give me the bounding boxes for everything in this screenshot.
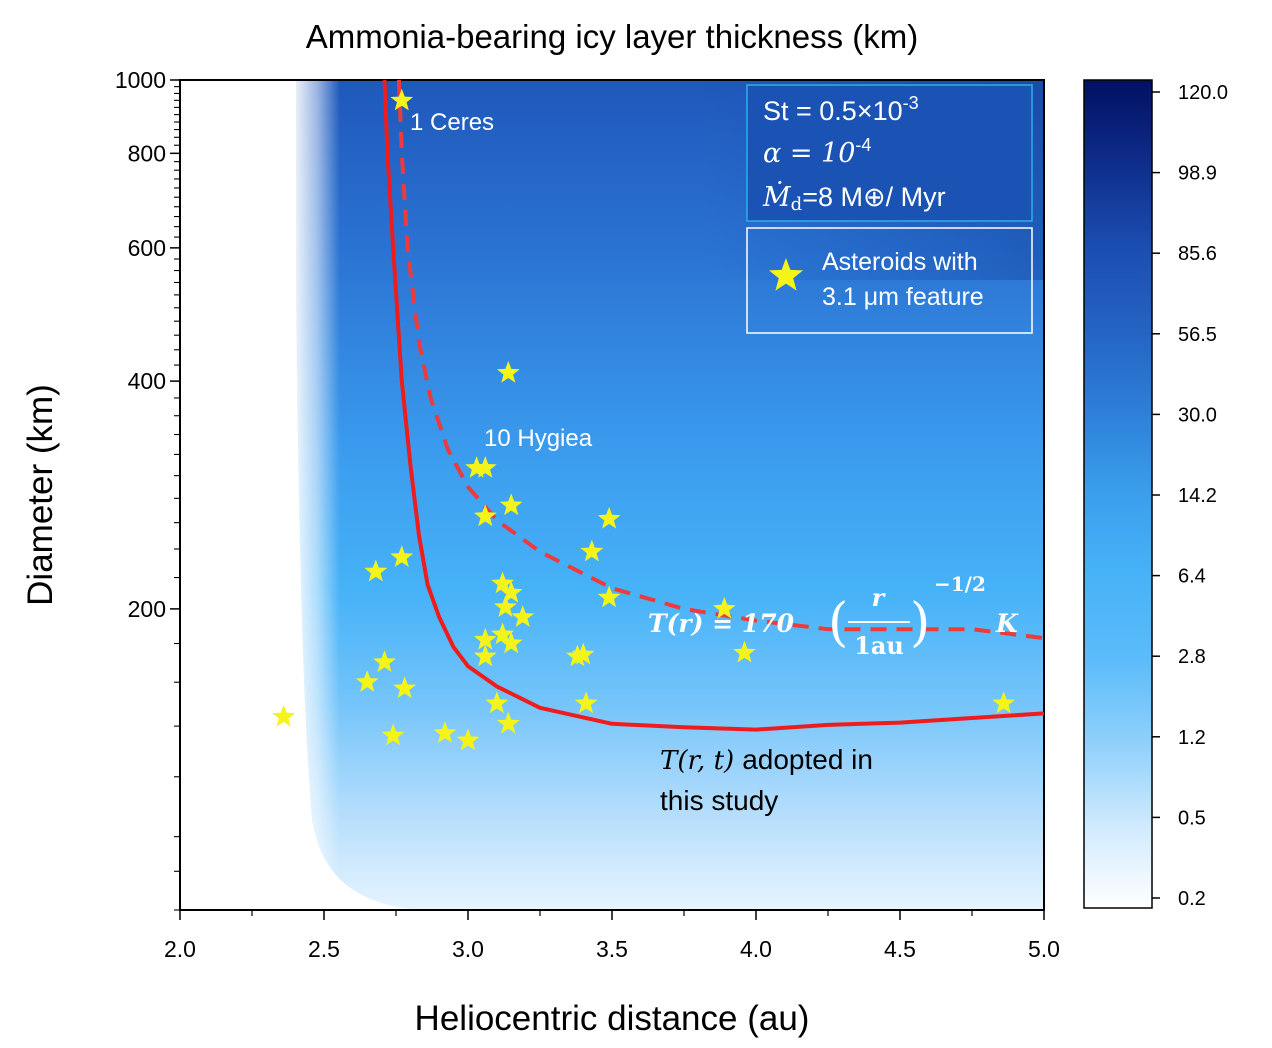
asteroid-star (499, 580, 523, 603)
asteroid-star (494, 595, 517, 617)
colorbar-tick-label: 2.8 (1178, 646, 1206, 668)
y-tick-label: 1000 (115, 67, 166, 93)
heatmap-fill (296, 80, 1044, 910)
legend-star-icon (768, 258, 804, 291)
colorbar-tick-label: 0.2 (1178, 888, 1206, 910)
colorbar-tick-label: 98.9 (1178, 163, 1217, 185)
colorbar-tick-label: 120.0 (1178, 82, 1228, 104)
formula-exponent: −1/2 (934, 572, 986, 596)
asteroid-star (473, 456, 497, 478)
asteroid-star (580, 539, 604, 562)
asteroid-star (574, 691, 598, 714)
x-tick-label: 2.5 (308, 936, 340, 962)
x-tick-label: 3.5 (596, 936, 628, 962)
x-axis-label: Heliocentric distance (au) (415, 999, 810, 1038)
heatmap-edge-fade (290, 80, 340, 910)
legend: Asteroids with 3.1 μm feature (746, 227, 1033, 334)
asteroid-star (390, 545, 414, 567)
asteroid-star (496, 711, 520, 734)
colorbar-tick-label: 14.2 (1178, 485, 1217, 507)
asteroid-star (390, 88, 414, 111)
asteroid-star (272, 704, 296, 727)
y-tick-label: 600 (128, 235, 166, 261)
colorbar-tick-label: 56.5 (1178, 324, 1217, 346)
ceres-label: 1 Ceres (410, 109, 494, 136)
asteroid-star (733, 640, 756, 663)
reference-temperature-curve (396, 80, 1044, 641)
st-label: St = 0.5×10-3 (763, 93, 919, 126)
axes: 2.0 2.5 3.0 3.5 4.0 4.5 5.0 200 400 600 800 1000 (115, 67, 1060, 962)
x-tick-label: 5.0 (1028, 936, 1060, 962)
y-tick-label: 800 (128, 140, 166, 166)
legend-entry-line-2: 3.1 μm feature (822, 283, 984, 311)
adopted-temperature-curve (382, 80, 1044, 732)
colorbar-gradient (1083, 79, 1153, 909)
formula-denominator: 1au (854, 631, 904, 660)
asteroid-star (499, 493, 523, 516)
parameter-box-frame (746, 84, 1033, 222)
formula-annotation: T(r) = 170 ( r 1au ) −1/2 K (648, 572, 1019, 660)
asteroid-star (473, 504, 497, 527)
chart-title: Ammonia-bearing icy layer thickness (km) (306, 18, 919, 55)
colorbar-tick-label: 30.0 (1178, 404, 1217, 426)
parameter-box: St = 0.5×10-3 α = 10-4 Ṁd=8 M⊕/ Myr (746, 84, 1033, 222)
colorbar-tick-label: 0.5 (1178, 807, 1206, 829)
formula-paren-close: ) (910, 593, 930, 653)
asteroid-star (491, 622, 514, 645)
asteroid-star (433, 721, 457, 743)
asteroid-star (473, 644, 497, 667)
alpha-label: α = 10-4 (763, 135, 871, 169)
x-tick-label: 4.5 (884, 936, 916, 962)
y-tick-label: 400 (128, 368, 166, 394)
asteroid-star (571, 642, 595, 665)
formula-lhs: T(r) = 170 (648, 609, 795, 638)
asteroid-star (485, 691, 509, 714)
asteroid-star (473, 627, 497, 650)
asteroid-star (511, 605, 535, 627)
curves (382, 80, 1044, 732)
asteroid-star (992, 691, 1016, 714)
x-tick-label: 3.0 (452, 936, 484, 962)
adopted-label-line-1: T(r, t) adopted in (660, 744, 873, 776)
stars (272, 88, 1016, 751)
y-tick-label: 200 (128, 596, 166, 622)
mdot-label: Ṁd=8 M⊕/ Myr (762, 180, 946, 215)
x-tick-label: 2.0 (164, 936, 196, 962)
x-tick-label: 4.0 (740, 936, 772, 962)
formula-paren-open: ( (828, 593, 848, 653)
asteroid-star (465, 456, 489, 478)
asteroid-star (381, 723, 405, 746)
asteroid-star (491, 571, 514, 594)
asteroid-star (355, 670, 379, 692)
legend-frame (746, 227, 1033, 334)
colorbar-tick-label: 85.6 (1178, 243, 1217, 265)
hygiea-label: 10 Hygiea (484, 425, 593, 452)
adopted-label: T(r, t) adopted in this study (660, 744, 873, 816)
formula-numerator: r (872, 583, 887, 612)
legend-entry-line-1: Asteroids with (822, 248, 978, 276)
asteroid-star (597, 585, 621, 608)
formula-unit: K (995, 609, 1019, 638)
adopted-label-line-2: this study (660, 785, 778, 816)
asteroid-star (393, 676, 417, 699)
asteroid-star (712, 596, 736, 619)
asteroid-star (373, 650, 396, 672)
asteroid-star (456, 728, 480, 751)
asteroid-star (499, 631, 523, 654)
asteroid-star (597, 506, 621, 529)
y-axis-label: Diameter (km) (21, 384, 60, 606)
colorbar-tick-label: 6.4 (1178, 566, 1206, 588)
colorbar-tick-label: 1.2 (1178, 727, 1206, 749)
colorbar-ticks: 120.0 98.9 85.6 56.5 30.0 14.2 6.4 2.8 1.2 0.5 0.2 (1152, 82, 1228, 910)
asteroid-star (364, 559, 388, 582)
asteroid-star (496, 361, 520, 383)
colorbar: 120.0 98.9 85.6 56.5 30.0 14.2 6.4 2.8 1.2 0.5 0.2 (1083, 79, 1228, 910)
